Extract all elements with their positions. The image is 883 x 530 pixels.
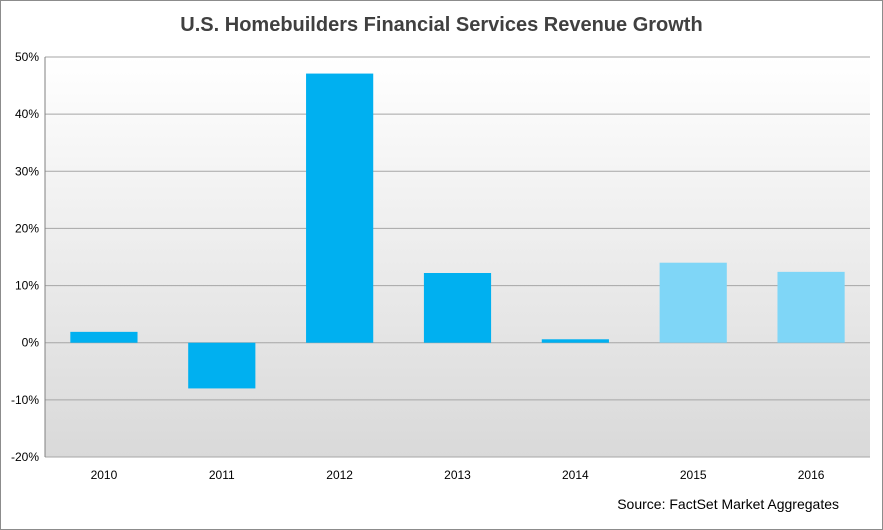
bar-2013 [423,273,492,343]
y-tick-label: 50% [15,50,39,64]
source-note: Source: FactSet Market Aggregates [617,496,839,512]
y-tick-label: 30% [15,164,39,178]
y-tick-label: 40% [15,107,39,121]
bar-2011 [188,342,256,389]
bar-2014 [541,339,609,343]
bar-2015 [659,262,727,343]
x-tick-label: 2010 [91,468,118,482]
bar-2012 [306,73,374,343]
plot-area [45,57,870,457]
bar-2016 [777,271,845,343]
y-tick-label: -10% [11,393,39,407]
y-tick-label: 10% [15,279,39,293]
chart-title: U.S. Homebuilders Financial Services Rev… [180,14,703,36]
y-tick-label: -20% [11,450,39,464]
x-tick-label: 2011 [209,468,235,482]
x-tick-label: 2012 [326,468,353,482]
y-tick-label: 20% [15,221,39,235]
x-tick-label: 2015 [680,468,707,482]
x-tick-label: 2013 [444,468,471,482]
x-tick-label: 2014 [562,468,589,482]
y-tick-label: 0% [22,336,40,350]
bar-2010 [70,331,138,343]
x-tick-label: 2016 [798,468,825,482]
